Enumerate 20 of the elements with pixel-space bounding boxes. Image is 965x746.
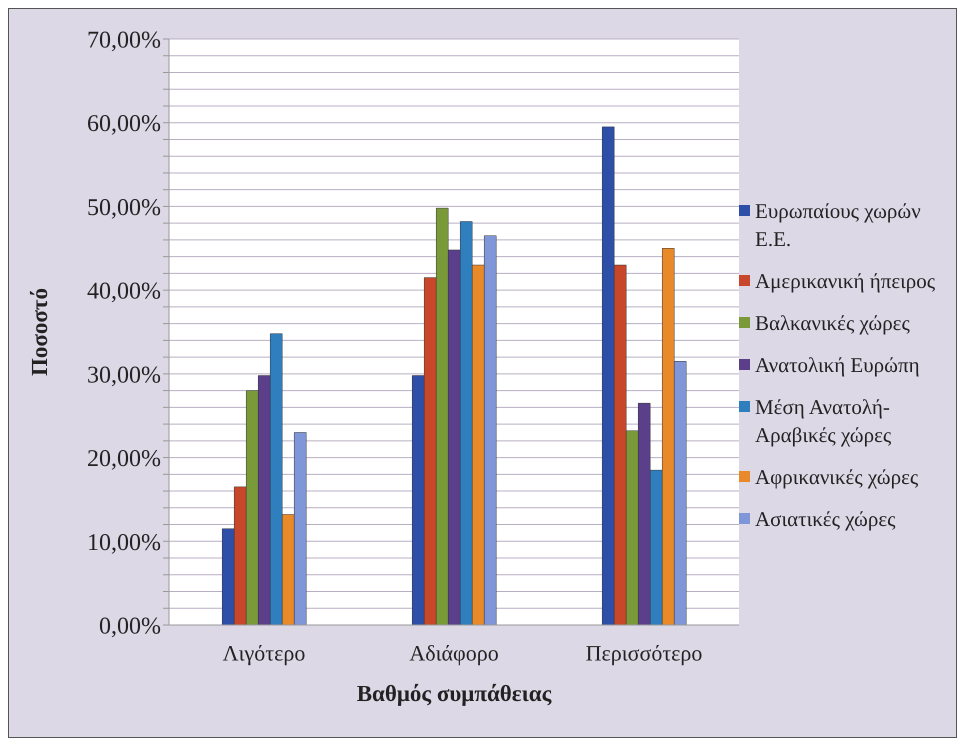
y-tick-label: 0,00% (99, 614, 161, 640)
x-tick-label: Λιγότερο (222, 640, 306, 666)
legend-label: Ασιατικές χώρες (755, 506, 896, 533)
legend-label: Αμερικανική ήπειρος (755, 268, 936, 295)
legend-label: Ανατολική Ευρώπη (755, 352, 920, 379)
y-tick-label: 20,00% (87, 446, 161, 472)
x-tick-label: Περισσότερο (586, 640, 702, 666)
legend-label: Μέση Ανατολή-Αραβικές χώρες (755, 394, 892, 449)
y-tick-label: 30,00% (87, 362, 161, 388)
y-tick-label: 10,00% (87, 530, 161, 556)
x-tick-label: Αδιάφορο (409, 640, 499, 666)
legend-label: Βαλκανικές χώρες (755, 310, 910, 337)
legend-label: Αφρικανικές χώρες (755, 464, 918, 491)
x-axis-title: Βαθμός συμπάθειας (356, 681, 552, 706)
legend-label: Ευρωπαίους χωρών Ε.Ε. (755, 198, 922, 253)
y-axis-title: Ποσοστό (27, 288, 52, 376)
y-tick-label: 70,00% (87, 28, 161, 54)
y-tick-label: 60,00% (87, 111, 161, 138)
y-tick-label: 50,00% (87, 194, 161, 221)
y-tick-label: 40,00% (87, 278, 161, 305)
